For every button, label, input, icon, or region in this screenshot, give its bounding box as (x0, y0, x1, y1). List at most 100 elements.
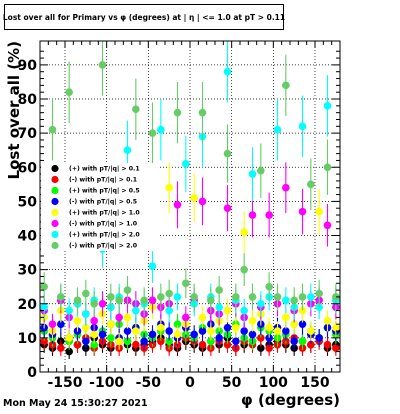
data-point (307, 293, 315, 301)
data-point (57, 344, 65, 352)
data-point (173, 330, 182, 339)
data-point (290, 337, 298, 346)
data-point (332, 344, 340, 352)
data-point (73, 296, 82, 305)
data-point (165, 289, 173, 298)
data-point (232, 337, 240, 346)
data-point (298, 320, 307, 329)
legend-label: (-) with pT/|q| > 1.0 (69, 221, 138, 229)
data-point (332, 293, 340, 301)
data-point (248, 317, 257, 325)
data-point (198, 327, 207, 335)
legend-label: (+) with pT/|q| > 0.5 (69, 188, 140, 196)
data-point (132, 327, 140, 335)
y-axis-title: Lost over all (%) (5, 41, 23, 179)
data-point (48, 320, 57, 329)
data-point (82, 289, 90, 298)
data-point (307, 340, 315, 349)
data-point (248, 293, 257, 301)
data-point (323, 163, 332, 172)
y-tick-label: 10 (18, 331, 38, 347)
x-axis-title: φ (degrees) (241, 391, 340, 409)
legend-label: (-) with pT/|q| > 0.1 (69, 177, 137, 185)
data-point (165, 327, 173, 335)
data-point (157, 323, 165, 332)
data-point (215, 303, 223, 311)
data-point (173, 293, 182, 301)
data-point (323, 102, 332, 110)
legend-marker (51, 164, 59, 173)
legend-marker (51, 241, 59, 250)
data-point (173, 108, 182, 117)
data-point (282, 327, 290, 335)
data-point (157, 125, 165, 134)
data-point (182, 160, 190, 168)
data-point (273, 125, 282, 134)
legend-marker (51, 208, 59, 217)
x-tick-label: -150 (47, 375, 82, 391)
data-point (223, 204, 232, 213)
data-point (248, 211, 257, 219)
data-point (307, 327, 315, 335)
data-point (48, 125, 57, 134)
data-point (323, 221, 332, 230)
data-point (265, 344, 273, 352)
data-point (223, 306, 232, 315)
data-point (132, 306, 140, 315)
data-point (298, 337, 307, 346)
data-point (123, 146, 132, 154)
data-point (323, 340, 332, 349)
data-point (173, 200, 182, 209)
x-tick-label: -100 (89, 375, 124, 391)
data-point (207, 327, 215, 335)
data-point (107, 293, 115, 301)
data-point (148, 330, 157, 339)
data-point (315, 334, 323, 342)
y-tick-label: 40 (18, 229, 38, 245)
data-point (223, 67, 232, 76)
data-point (190, 293, 198, 301)
data-point (132, 105, 140, 114)
y-tick-label: 0 (27, 365, 37, 381)
data-point (198, 313, 207, 322)
data-point (190, 194, 198, 202)
y-tick-label: 20 (18, 297, 38, 313)
data-point (240, 265, 248, 274)
legend-marker (51, 175, 59, 184)
timestamp: Mon May 24 15:30:27 2021 (3, 398, 148, 409)
data-point (82, 310, 90, 318)
y-tick-label: 70 (18, 126, 38, 142)
data-point (198, 340, 207, 349)
data-point (232, 293, 240, 301)
data-point (232, 323, 240, 332)
y-tick-label: 30 (18, 263, 38, 279)
data-point (65, 334, 73, 342)
data-point (282, 183, 290, 192)
x-tick-label: 50 (222, 375, 242, 391)
data-point (90, 299, 98, 308)
data-point (90, 317, 98, 325)
legend-marker (51, 186, 59, 195)
data-point (248, 170, 257, 178)
data-point (82, 337, 90, 346)
data-point (157, 293, 165, 301)
data-point (198, 197, 207, 206)
data-point (240, 228, 248, 236)
data-point (315, 289, 323, 298)
data-point (223, 323, 232, 332)
data-point (57, 320, 65, 329)
data-point (123, 337, 132, 346)
data-point (265, 282, 273, 291)
data-point (157, 337, 165, 346)
legend-marker (51, 230, 59, 239)
x-tick-label: -50 (136, 375, 162, 391)
data-point (257, 166, 265, 175)
legend-marker (51, 197, 59, 206)
data-point (307, 180, 315, 189)
data-point (98, 330, 107, 339)
chart-title: Lost over all for Primary vs φ (degrees)… (2, 12, 286, 22)
data-point (115, 296, 123, 305)
data-point (190, 330, 198, 339)
data-point (82, 323, 90, 332)
data-point (298, 306, 307, 315)
